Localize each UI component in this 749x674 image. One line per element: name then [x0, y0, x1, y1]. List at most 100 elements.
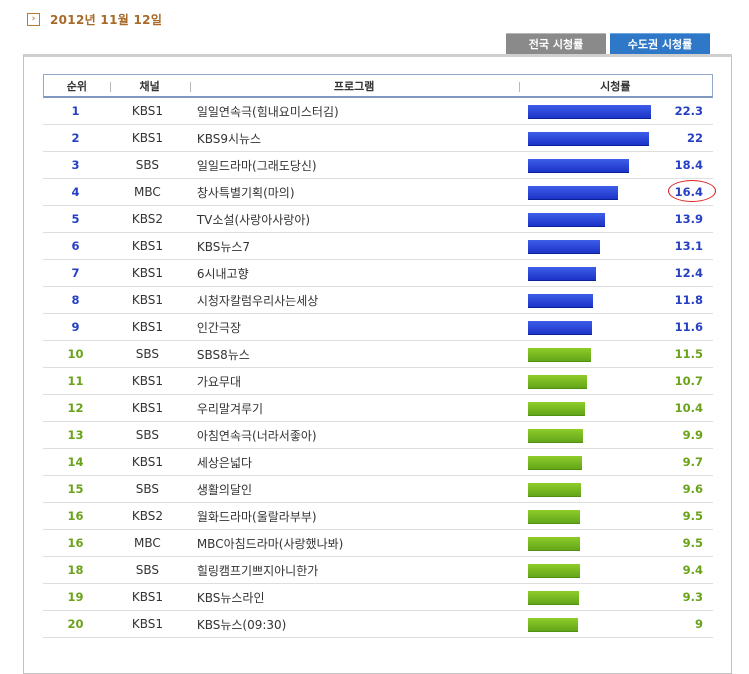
rating-cell: 9.4: [522, 557, 713, 583]
rank-cell: 16: [67, 509, 84, 523]
rank-cell: 18: [67, 563, 84, 577]
rating-cell: 9: [522, 611, 713, 637]
rank-cell: 16: [67, 536, 84, 550]
channel-cell: KBS1: [131, 320, 163, 334]
program-cell: 일일드라마(그래도당신): [196, 158, 317, 173]
tab-national-rating[interactable]: 전국 시청률: [506, 33, 606, 54]
rating-bar: [527, 402, 585, 416]
ratings-panel: 순위 채널 프로그램 시청률 1 KBS1 일일연속극(힘내요미스터김) 22.3 2 K…: [23, 54, 732, 674]
rating-bar: [527, 213, 605, 227]
rating-cell: 9.5: [522, 503, 713, 529]
rating-bar: [527, 240, 600, 254]
tab-capital-rating[interactable]: 수도권 시청률: [610, 33, 710, 54]
channel-cell: MBC: [134, 185, 161, 199]
table-body: 1 KBS1 일일연속극(힘내요미스터김) 22.3 2 KBS1 KBS9시뉴스 22 3 SB…: [43, 98, 717, 638]
rank-cell: 3: [71, 158, 80, 172]
rank-cell: 20: [67, 617, 84, 631]
rating-value: 9.4: [682, 563, 704, 577]
date-header: › 2012년 11월 12일: [27, 9, 162, 29]
rating-cell: 9.9: [522, 422, 713, 448]
channel-cell: MBC: [134, 536, 161, 550]
rating-cell: 18.4: [522, 152, 713, 178]
rank-cell: 1: [71, 104, 80, 118]
program-cell: 일일연속극(힘내요미스터김): [196, 104, 339, 119]
rating-cell: 11.5: [522, 341, 713, 367]
program-cell: 아침연속극(너라서좋아): [196, 428, 317, 443]
program-cell: TV소설(사랑아사랑아): [196, 212, 311, 227]
rating-bar: [527, 321, 592, 335]
table-row: 19 KBS1 KBS뉴스라인 9.3: [43, 584, 713, 611]
program-cell: KBS뉴스(09:30): [196, 617, 287, 632]
program-cell: 힐링캠프기쁘지아니한가: [196, 563, 319, 578]
rank-cell: 14: [67, 455, 84, 469]
rating-value: 9.5: [682, 509, 704, 523]
rating-value: 9.3: [682, 590, 704, 604]
rating-bar: [527, 510, 580, 524]
channel-cell: KBS1: [131, 374, 163, 388]
rating-bar: [527, 564, 580, 578]
table-row: 1 KBS1 일일연속극(힘내요미스터김) 22.3: [43, 98, 713, 125]
rating-value: 18.4: [674, 158, 704, 172]
rank-cell: 4: [71, 185, 80, 199]
rank-cell: 11: [67, 374, 84, 388]
rating-cell: 9.7: [522, 449, 713, 475]
table-row: 7 KBS1 6시내고향 12.4: [43, 260, 713, 287]
channel-cell: SBS: [135, 563, 160, 577]
table-row: 11 KBS1 가요무대 10.7: [43, 368, 713, 395]
rating-value: 12.4: [674, 266, 704, 280]
rating-bar: [527, 591, 579, 605]
table-row: 8 KBS1 시청자칼럼우리사는세상 11.8: [43, 287, 713, 314]
program-cell: KBS뉴스7: [196, 239, 251, 254]
rating-bar: [527, 105, 651, 119]
rank-cell: 5: [71, 212, 80, 226]
rating-cell: 11.6: [522, 314, 713, 340]
rank-cell: 13: [67, 428, 84, 442]
channel-cell: KBS1: [131, 401, 163, 415]
rating-value: 13.9: [674, 212, 704, 226]
table-row: 6 KBS1 KBS뉴스7 13.1: [43, 233, 713, 260]
highlight-circle: [668, 180, 717, 202]
rating-bar: [527, 375, 587, 389]
channel-cell: KBS2: [131, 212, 163, 226]
header-program: 프로그램: [189, 75, 519, 96]
program-cell: 시청자칼럼우리사는세상: [196, 293, 319, 308]
table-row: 14 KBS1 세상은넓다 9.7: [43, 449, 713, 476]
rating-value: 11.8: [674, 293, 704, 307]
rating-cell: 16.4: [522, 179, 717, 205]
table-row: 5 KBS2 TV소설(사랑아사랑아) 13.9: [43, 206, 713, 233]
program-cell: 생활의달인: [196, 482, 253, 497]
rating-bar: [527, 483, 581, 497]
table-row: 12 KBS1 우리말겨루기 10.4: [43, 395, 713, 422]
rating-value: 10.4: [674, 401, 704, 415]
rating-cell: 10.7: [522, 368, 713, 394]
channel-cell: SBS: [135, 428, 160, 442]
rating-bar: [527, 132, 649, 146]
channel-cell: KBS2: [131, 509, 163, 523]
rating-bar: [527, 537, 580, 551]
rating-cell: 10.4: [522, 395, 713, 421]
table-row: 2 KBS1 KBS9시뉴스 22: [43, 125, 713, 152]
rating-cell: 13.1: [522, 233, 713, 259]
rank-cell: 8: [71, 293, 80, 307]
table-row: 20 KBS1 KBS뉴스(09:30) 9: [43, 611, 713, 638]
table-row: 15 SBS 생활의달인 9.6: [43, 476, 713, 503]
rank-cell: 6: [71, 239, 80, 253]
rating-bar: [527, 456, 582, 470]
chevron-right-icon: ›: [27, 12, 40, 26]
rating-value: 9.9: [682, 428, 704, 442]
rating-value: 22.3: [674, 104, 704, 118]
program-cell: 가요무대: [196, 374, 241, 389]
header-rank: 순위: [66, 79, 88, 93]
rating-bar: [527, 186, 618, 200]
table-row: 4 MBC 창사특별기획(마의) 16.4: [43, 179, 717, 206]
rating-bar: [527, 348, 591, 362]
rank-cell: 19: [67, 590, 84, 604]
program-cell: 세상은넓다: [196, 455, 253, 470]
rating-bar: [527, 429, 583, 443]
rating-cell: 9.3: [522, 584, 713, 610]
rating-cell: 12.4: [522, 260, 713, 286]
ratings-table: 순위 채널 프로그램 시청률 1 KBS1 일일연속극(힘내요미스터김) 22.3 2 K…: [43, 74, 717, 638]
channel-cell: KBS1: [131, 590, 163, 604]
channel-cell: SBS: [135, 482, 160, 496]
program-cell: MBC아침드라마(사랑했나봐): [196, 536, 344, 551]
